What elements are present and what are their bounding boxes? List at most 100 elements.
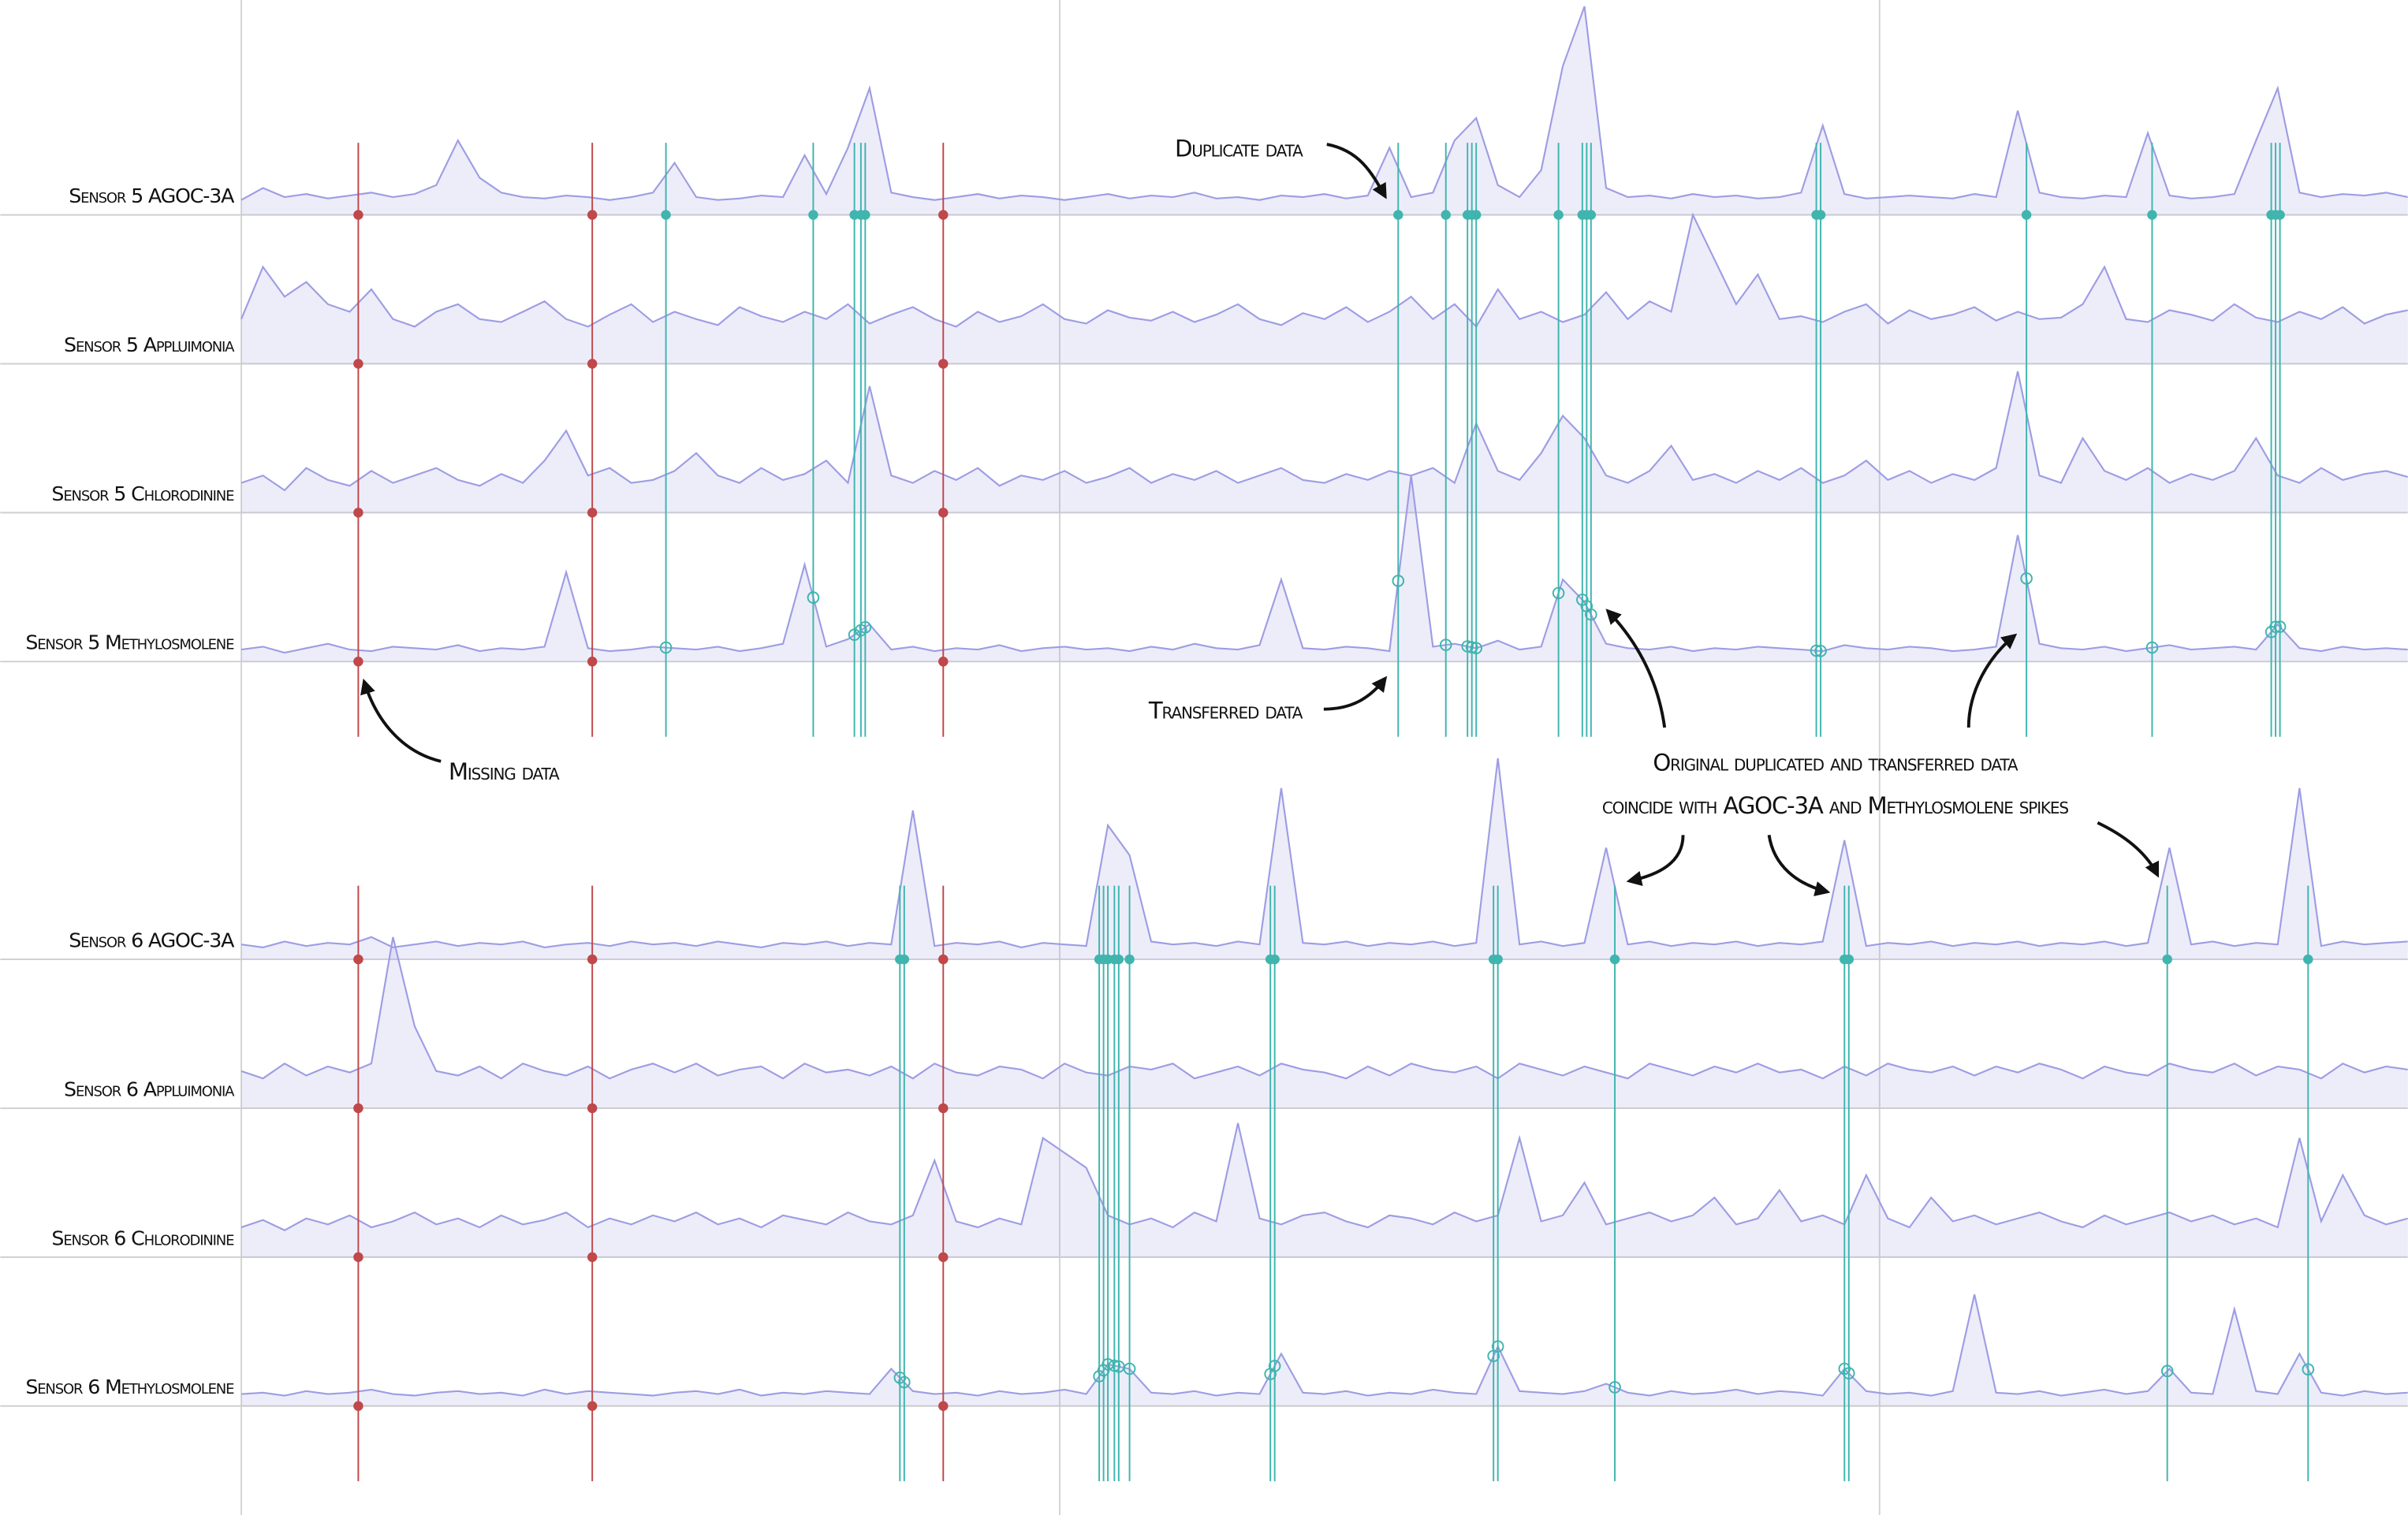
missing-dot: [353, 1252, 363, 1263]
event-circle: [1608, 1381, 1621, 1394]
annotation: coincide with AGOC-3A and Methylosmolene…: [1602, 792, 2069, 819]
row-label: Sensor 6 AGOC-3A: [69, 929, 235, 951]
event-circle: [1392, 575, 1405, 587]
event-dot: [2147, 210, 2157, 220]
arrow: [360, 678, 442, 763]
event-circle: [1585, 608, 1597, 621]
event-dot: [2162, 954, 2172, 965]
event-dot: [1493, 954, 1503, 965]
row-label: Sensor 6 Appluimonia: [64, 1078, 235, 1100]
missing-dot: [587, 1252, 598, 1263]
series-line: [240, 1294, 2408, 1397]
arrow: [1323, 676, 1388, 711]
arrow: [1966, 633, 2018, 728]
series-line: [240, 936, 2408, 1080]
missing-dot: [938, 657, 949, 667]
grid: [240, 0, 1881, 1515]
missing-dot: [587, 359, 598, 369]
event-dot: [2303, 954, 2313, 965]
event-circle: [1491, 1340, 1504, 1353]
missing-dot: [587, 508, 598, 518]
event-circle: [1814, 645, 1827, 657]
event-dot: [2021, 210, 2032, 220]
missing-dot: [587, 954, 598, 965]
missing-dot: [587, 1103, 598, 1114]
event-circle: [2273, 620, 2287, 633]
arrow: [2097, 821, 2160, 878]
event-dot: [1586, 210, 1597, 220]
event-dot: [860, 210, 870, 220]
event-circle: [893, 1372, 907, 1384]
event-circle: [2145, 641, 2159, 654]
series-area: [241, 1294, 2408, 1406]
row-label: Sensor 6 Methylosmolene: [25, 1375, 234, 1398]
event-dot: [899, 954, 910, 965]
event-circle: [807, 591, 820, 604]
missing-dot: [587, 657, 598, 667]
event-circle: [1268, 1360, 1281, 1372]
event-circle: [1439, 638, 1452, 651]
event-circle: [848, 628, 861, 642]
event-circle: [2302, 1363, 2315, 1376]
event-dot: [1441, 210, 1451, 220]
arrow: [1326, 143, 1387, 199]
plots: Sensor 5 AGOC-3A Sensor 5 Appluimonia Sens…: [0, 6, 2408, 1482]
annotation: Missing data: [449, 758, 560, 785]
series-area: [241, 758, 2408, 960]
missing-dot: [353, 657, 363, 667]
series-line: [240, 370, 2408, 492]
series-line: [240, 475, 2408, 654]
event-dot: [1269, 954, 1280, 965]
event-circle: [1843, 1367, 1855, 1379]
missing-dot: [938, 1401, 949, 1411]
annotations: Duplicate data Transferred data Missing …: [360, 136, 2160, 897]
missing-dot: [353, 210, 363, 220]
missing-dot: [587, 210, 598, 220]
missing-dot: [938, 1252, 949, 1263]
missing-dot: [938, 508, 949, 518]
arrow: [1626, 835, 1685, 887]
missing-dot: [353, 508, 363, 518]
series-line: [240, 6, 2408, 201]
event-circle: [1576, 594, 1589, 606]
event-dot: [1471, 210, 1482, 220]
missing-dot: [938, 954, 949, 965]
missing-dot: [938, 1103, 949, 1114]
series-area: [241, 214, 2408, 364]
arrow: [1767, 835, 1831, 897]
series-line: [240, 1122, 2408, 1231]
event-dot: [2275, 210, 2285, 220]
event-circle: [1123, 1362, 1136, 1375]
event-circle: [898, 1375, 911, 1389]
series-area: [241, 371, 2408, 513]
row-label: Sensor 6 Chlorodinine: [51, 1227, 234, 1249]
row-label: Sensor 5 Chlorodinine: [51, 482, 234, 505]
missing-dot: [353, 359, 363, 369]
series-area: [241, 1122, 2408, 1257]
event-dot: [1124, 954, 1135, 965]
event-dot: [1553, 210, 1564, 220]
event-dot: [1609, 954, 1620, 965]
event-dot: [1815, 210, 1826, 220]
row-label: Sensor 5 Methylosmolene: [25, 631, 234, 654]
missing-dot: [353, 1401, 363, 1411]
annotation: Original duplicated and transferred data: [1653, 750, 2018, 776]
event-dot: [808, 210, 818, 220]
event-circle: [659, 641, 673, 654]
event-circle: [2160, 1364, 2174, 1378]
event-circle: [2269, 620, 2282, 634]
annotation: Transferred data: [1148, 697, 1303, 724]
event-circle: [859, 621, 872, 634]
event-circle: [1810, 644, 1823, 657]
event-circle: [1552, 586, 1565, 600]
event-dot: [1113, 954, 1124, 965]
missing-dot: [938, 210, 949, 220]
row-label: Sensor 5 AGOC-3A: [69, 184, 235, 207]
missing-dot: [587, 1401, 598, 1411]
event-circle: [2020, 572, 2033, 585]
event-circle: [1838, 1362, 1851, 1375]
series-area: [241, 6, 2408, 215]
event-dot: [1393, 210, 1403, 220]
event-dot: [1843, 954, 1854, 965]
